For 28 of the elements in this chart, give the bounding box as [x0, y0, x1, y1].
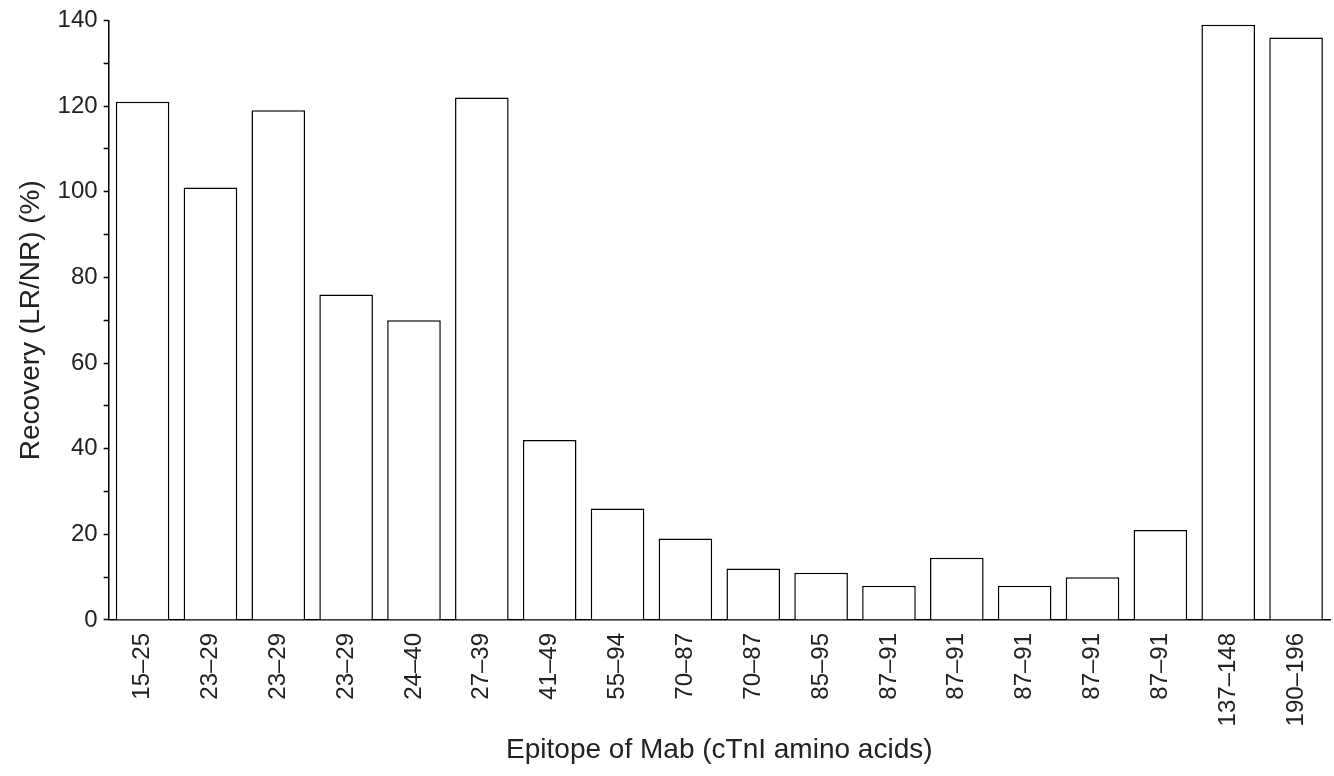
- x-tick-label: 87–91: [941, 632, 969, 700]
- x-tick-label: 190–196: [1280, 632, 1308, 727]
- y-tick-label: 120: [57, 90, 98, 118]
- y-axis-title: Recovery (LR/NR) (%): [13, 180, 45, 461]
- x-tick-label: 137–148: [1212, 632, 1240, 727]
- x-tick-label: 41–49: [534, 632, 562, 700]
- x-tick-label: 15–25: [127, 632, 155, 700]
- x-tick-label: 24–40: [398, 632, 426, 700]
- x-tick-label: 85–95: [805, 632, 833, 700]
- y-tick-label: 60: [70, 347, 98, 375]
- x-tick-label: 87–91: [1077, 632, 1105, 700]
- x-tick-label: 23–29: [195, 632, 223, 700]
- x-tick-label: 70–87: [737, 632, 765, 700]
- y-tick-label: 140: [57, 5, 98, 33]
- y-tick-label: 40: [70, 433, 98, 461]
- y-tick-label: 80: [70, 261, 98, 289]
- x-tick-label: 23–29: [330, 632, 358, 700]
- x-tick-label: 27–39: [466, 632, 494, 700]
- x-tick-label: 87–91: [873, 632, 901, 700]
- x-tick-label: 70–87: [670, 632, 698, 700]
- x-tick-label: 23–29: [262, 632, 290, 700]
- x-axis-title: Epitope of Mab (cTnI amino acids): [506, 732, 933, 764]
- y-tick-label: 100: [57, 176, 98, 204]
- y-tick-label: 0: [84, 604, 98, 632]
- y-tick-label: 20: [70, 518, 98, 546]
- x-tick-label: 87–91: [1009, 632, 1037, 700]
- x-tick-label: 87–91: [1144, 632, 1172, 700]
- x-tick-label: 55–94: [602, 632, 630, 700]
